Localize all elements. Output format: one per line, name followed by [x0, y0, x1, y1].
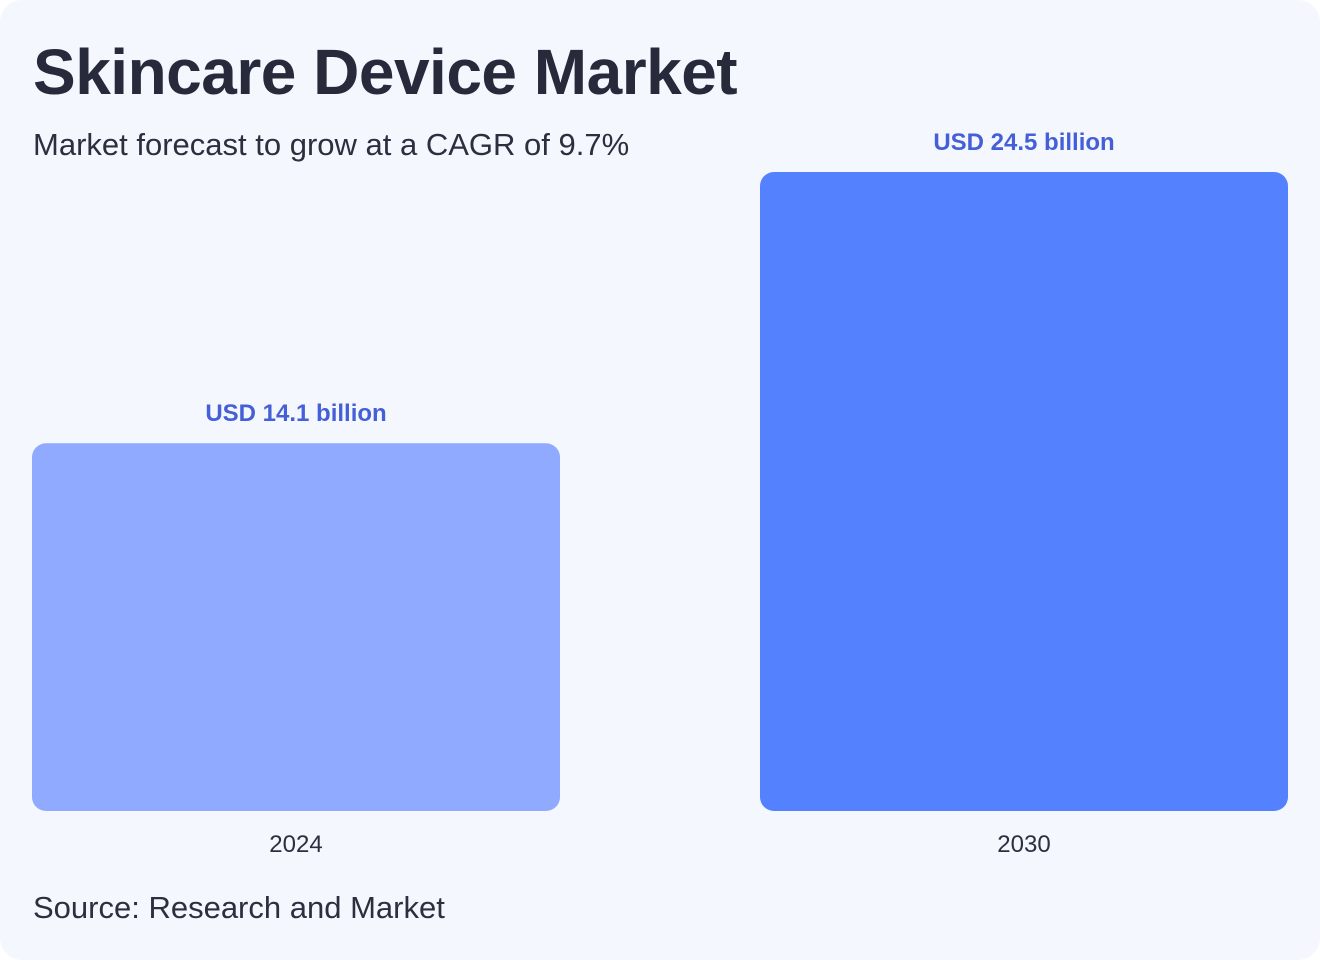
bar-2030	[760, 172, 1288, 811]
value-label-2030: USD 24.5 billion	[933, 129, 1114, 156]
chart-subtitle: Market forecast to grow at a CAGR of 9.7…	[33, 127, 630, 162]
value-label-2024: USD 14.1 billion	[205, 400, 386, 427]
category-label-2030: 2030	[997, 831, 1050, 858]
bar-2024	[32, 443, 560, 811]
source-note: Source: Research and Market	[33, 890, 445, 925]
category-label-2024: 2024	[269, 831, 322, 858]
chart-title: Skincare Device Market	[33, 36, 738, 108]
